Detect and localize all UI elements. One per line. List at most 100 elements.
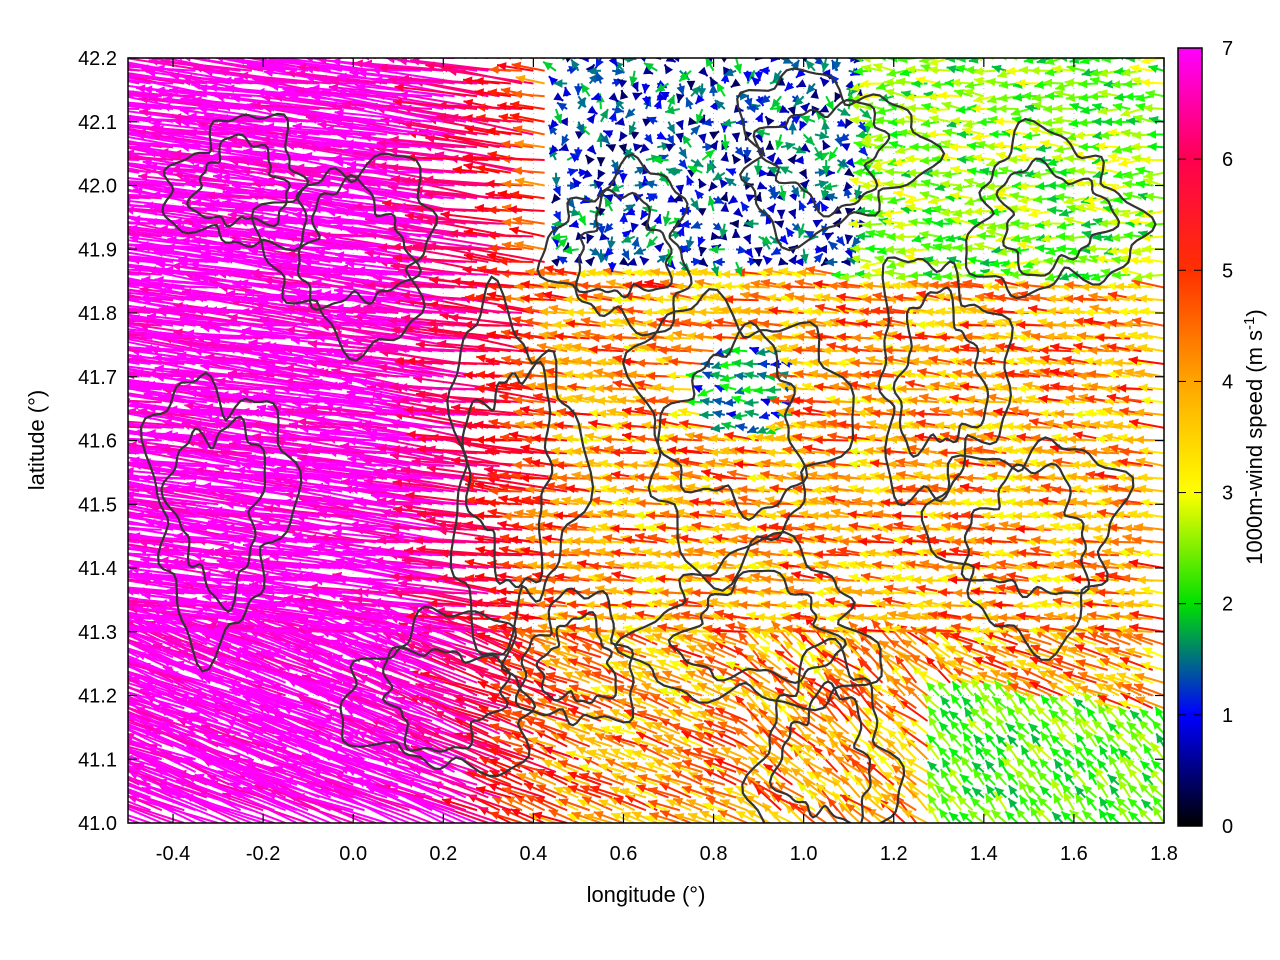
wind-vector-head (1008, 671, 1019, 681)
wind-vector (302, 703, 388, 748)
wind-vector-head (116, 483, 125, 492)
wind-vector-head (242, 695, 253, 704)
wind-vector-head (882, 772, 893, 781)
wind-vector-head (611, 725, 622, 734)
wind-vector (301, 753, 399, 786)
wind-vector-head (1063, 670, 1074, 680)
wind-vector-head (34, 511, 43, 520)
wind-vector-head (971, 674, 982, 683)
wind-vector-head (699, 810, 710, 819)
wind-vector-head (661, 774, 672, 783)
wind-vector-head (1082, 785, 1093, 795)
wind-vector-head (1040, 695, 1050, 705)
wind-vector-head (63, 775, 73, 783)
wind-vector-head (33, 768, 43, 776)
wind-vector-head (986, 784, 995, 795)
wind-vector-head (927, 761, 938, 771)
wind-vector (128, 686, 151, 697)
wind-vector-head (1075, 715, 1084, 726)
wind-vector-head (1082, 810, 1092, 820)
wind-vector-head (66, 549, 76, 558)
wind-vector-head (957, 796, 967, 806)
wind-vector (128, 592, 129, 594)
wind-vector-head (815, 656, 825, 667)
wind-vector-head (53, 653, 63, 661)
wind-vector-head (63, 754, 73, 762)
wind-vector-head (502, 786, 512, 795)
wind-vector-head (490, 735, 501, 745)
wind-vector-head (996, 734, 1006, 745)
wind-vector (389, 743, 478, 773)
wind-vector-head (1118, 805, 1128, 816)
wind-vector-head (1151, 720, 1162, 730)
wind-vector-head (536, 784, 547, 793)
wind-vector-head (857, 658, 868, 669)
wind-vector-head (1035, 705, 1046, 716)
wind-vector-head (1105, 673, 1116, 683)
wind-vector-head (579, 772, 590, 781)
wind-vector-head (890, 664, 900, 674)
wind-vector-head (590, 785, 601, 794)
wind-vector-head (515, 694, 526, 703)
wind-vector-head (788, 742, 798, 752)
wind-vector-head (1062, 757, 1072, 768)
wind-vector-head (890, 677, 901, 687)
wind-vector-head (1085, 758, 1095, 769)
wind-vector-head (928, 716, 938, 727)
wind-vector-head (674, 813, 685, 822)
wind-vector-head (68, 490, 77, 499)
wind-vector-head (580, 694, 591, 703)
wind-vector-head (1097, 780, 1106, 791)
wind-vector (128, 747, 163, 761)
wind-vector-head (619, 670, 630, 679)
wind-vector-head (88, 593, 97, 602)
wind-vector-head (31, 546, 41, 555)
wind-vector-head (1127, 784, 1138, 794)
wind-vector-head (1155, 706, 1164, 717)
wind-vector-head (89, 516, 98, 525)
wind-vector-head (971, 678, 980, 689)
wind-vector (128, 724, 208, 761)
wind-vector-head (40, 790, 50, 798)
wind-vector-head (746, 810, 757, 819)
wind-vector-head (1084, 747, 1094, 757)
wind-vector-head (59, 478, 68, 487)
wind-vector-head (790, 715, 801, 725)
wind-vector-head (926, 682, 936, 692)
wind-vector-head (63, 641, 73, 649)
wind-vector-head (96, 780, 106, 788)
wind-vector-head (71, 784, 81, 792)
wind-vector-head (1026, 784, 1036, 794)
wind-vector-head (533, 671, 544, 680)
wind-vector-head (686, 799, 697, 808)
wind-vector-head (1008, 798, 1018, 809)
wind-vector-head (720, 799, 731, 808)
wind-vector (128, 641, 185, 671)
wind-vector (128, 552, 140, 557)
wind-vector-head (51, 695, 61, 703)
wind-vector (128, 528, 140, 531)
wind-vector-head (577, 799, 588, 808)
wind-vector-head (595, 733, 606, 742)
wind-vector-head (745, 745, 756, 754)
wind-vector-head (717, 810, 728, 819)
wind-vector-head (488, 758, 499, 767)
wind-vector-head (1027, 741, 1037, 752)
wind-vector-head (971, 762, 982, 772)
wind-vector-head (1075, 733, 1085, 744)
wind-vector-head (1029, 681, 1040, 690)
wind-vector-head (1097, 759, 1107, 770)
wind-vector-head (592, 772, 603, 781)
wind-vector-head (834, 669, 845, 678)
wind-vector-head (593, 811, 604, 820)
wind-vector-head (936, 680, 947, 691)
wind-vector-head (691, 684, 702, 693)
wind-vector-head (70, 531, 79, 540)
wind-vector-head (102, 531, 111, 540)
wind-vector-head (1052, 770, 1062, 781)
wind-vector (128, 814, 151, 823)
wind-vector (204, 757, 298, 799)
wind-vector-head (51, 544, 61, 553)
wind-vector-head (52, 516, 61, 525)
wind-vector-head (952, 681, 961, 692)
